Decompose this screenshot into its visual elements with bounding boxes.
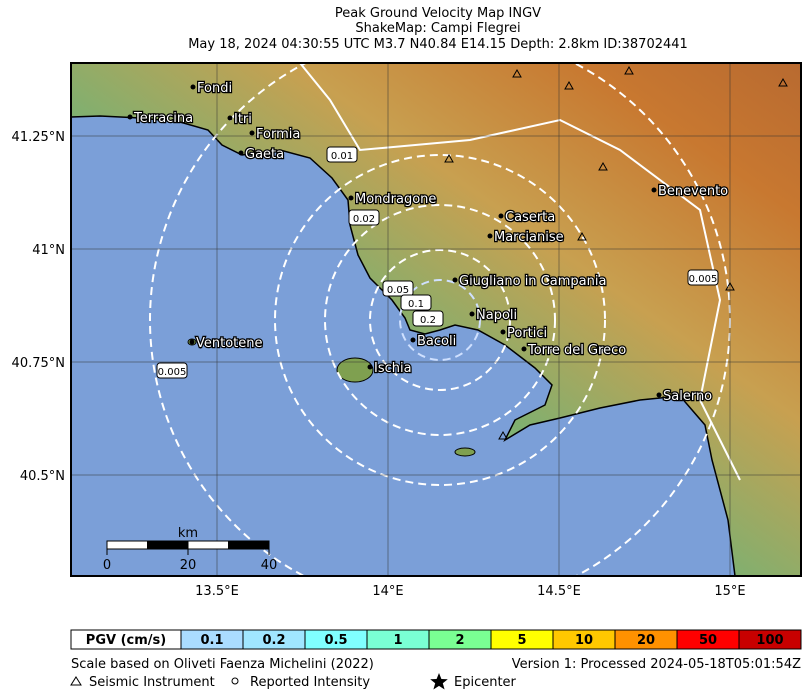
city-dot — [521, 346, 527, 352]
scale-tick-label: 20 — [180, 558, 197, 573]
city-label: Gaeta — [245, 147, 284, 162]
lat-label: 41.25°N — [12, 130, 65, 145]
legend-bin: 50 — [699, 633, 717, 648]
contour-label-box — [687, 269, 719, 286]
land-contour — [299, 63, 741, 481]
city-label: Benevento — [658, 184, 728, 199]
legend-bin: 5 — [517, 633, 526, 648]
map-frame — [70, 62, 802, 577]
city-label: Caserta — [505, 210, 555, 225]
city-dot — [498, 213, 504, 219]
scale-segment — [187, 540, 229, 550]
scale-tick-label: 40 — [261, 558, 278, 573]
contour-label-box — [326, 146, 358, 163]
scale-bar: km 0 20 40 — [103, 526, 277, 573]
city-dot — [189, 339, 195, 345]
scale-segment — [228, 540, 270, 550]
legend-bin: 0.5 — [324, 633, 347, 648]
city-label: Formia — [256, 127, 300, 142]
epicenter-label: Epicenter — [454, 675, 517, 690]
epicenter-icon — [430, 673, 448, 690]
intensity-icon — [231, 677, 239, 685]
legend-swatch — [738, 629, 802, 650]
city-label: Portici — [507, 326, 547, 341]
contour-label-box — [156, 362, 188, 379]
city-label: Fondi — [197, 81, 232, 96]
legend-bin: 10 — [575, 633, 593, 648]
city-label: Torre del Greco — [527, 343, 626, 358]
city-dot — [348, 195, 354, 201]
legend-bin: 2 — [455, 633, 464, 648]
scale-segment — [147, 540, 189, 550]
scale-note: Scale based on Oliveti Faenza Michelini … — [71, 657, 374, 672]
contour-label: 0.01 — [331, 151, 353, 162]
legend-bin: 100 — [756, 633, 783, 648]
legend-title: PGV (cm/s) — [86, 633, 166, 648]
contour-label-box — [400, 294, 432, 311]
city-label: Ventotene — [196, 336, 263, 351]
lon-label: 14°E — [372, 584, 403, 599]
legend-bin: 0.1 — [200, 633, 223, 648]
contour-label: 0.05 — [387, 285, 409, 296]
city-dot — [651, 187, 657, 193]
lon-label: 15°E — [714, 584, 745, 599]
city-label: Terracina — [133, 111, 193, 126]
city-dot — [469, 311, 475, 317]
scale-tick-label: 0 — [103, 558, 111, 573]
lon-label: 13.5°E — [195, 584, 239, 599]
city-label: Salerno — [663, 389, 712, 404]
intensity-label: Reported Intensity — [250, 675, 370, 690]
contour-label-box — [382, 280, 414, 297]
title: Peak Ground Velocity Map INGV — [335, 6, 541, 21]
city-dot — [500, 329, 506, 335]
lat-label: 40.5°N — [20, 469, 65, 484]
city-dot — [238, 150, 244, 156]
contour-label-box — [412, 310, 444, 327]
instrument-label: Seismic Instrument — [89, 675, 215, 690]
scale-unit: km — [178, 526, 198, 541]
legend-bin: 1 — [393, 633, 402, 648]
city-dot — [410, 337, 416, 343]
city-label: Napoli — [476, 308, 517, 323]
city-label: Ischia — [374, 361, 412, 376]
lat-label: 41°N — [32, 243, 65, 258]
scale-segment — [106, 540, 148, 550]
instruments — [444, 65, 788, 440]
ischia-island — [336, 357, 374, 383]
contour-label-box — [348, 209, 380, 226]
instrument-icon — [70, 676, 82, 686]
subtitle: ShakeMap: Campi Flegrei — [355, 21, 520, 36]
city-label: Marcianise — [494, 230, 564, 245]
lon-label: 14.5°E — [537, 584, 581, 599]
city-dot — [367, 364, 373, 370]
city-label: Mondragone — [355, 192, 436, 207]
contour-label: 0.2 — [420, 315, 436, 326]
city-dot — [127, 114, 133, 120]
event-info: May 18, 2024 04:30:55 UTC M3.7 N40.84 E1… — [188, 37, 688, 52]
city-label: Giugliano in Campania — [459, 274, 606, 289]
city-dot — [452, 277, 458, 283]
contour-label: 0.1 — [408, 299, 424, 310]
city-label: Itri — [234, 112, 252, 127]
city-dot — [487, 233, 493, 239]
legend-bin: 20 — [637, 633, 655, 648]
city-dot — [190, 84, 196, 90]
lat-label: 40.75°N — [12, 356, 65, 371]
capri-island — [454, 447, 476, 457]
version: Version 1: Processed 2024-05-18T05:01:54… — [512, 657, 801, 672]
contour-label: 0.005 — [689, 274, 718, 285]
contour-label: 0.02 — [353, 214, 375, 225]
contour-label: 0.005 — [158, 367, 187, 378]
city-dot — [249, 130, 255, 136]
city-dot — [656, 392, 662, 398]
legend-bin: 0.2 — [262, 633, 285, 648]
city-label: Bacoli — [417, 334, 456, 349]
city-dot — [227, 115, 233, 121]
